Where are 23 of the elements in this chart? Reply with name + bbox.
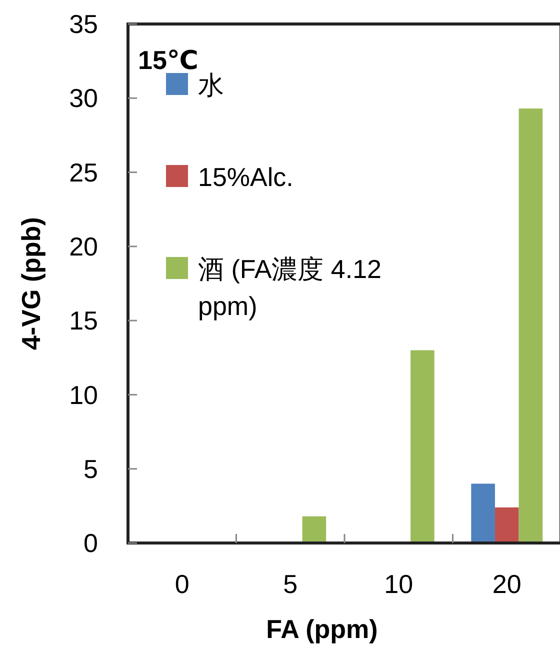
y-tick-label: 30 <box>69 83 98 114</box>
y-tick-label: 15 <box>69 306 98 336</box>
y-axis-title: 4-VG (ppb) <box>16 217 46 350</box>
y-tick-label: 10 <box>69 380 98 410</box>
legend-label: 15%Alc. <box>198 162 294 192</box>
bar <box>494 507 519 543</box>
x-tick-label: 0 <box>174 569 190 599</box>
y-tick-label: 35 <box>69 9 98 40</box>
bar <box>302 516 326 543</box>
x-tick-label: 10 <box>384 569 414 599</box>
y-tick-label: 20 <box>69 232 98 262</box>
x-tick-label: 20 <box>492 569 522 599</box>
x-axis-title: FA (ppm) <box>266 614 378 644</box>
bar <box>471 484 495 543</box>
y-tick-label: 25 <box>69 157 98 188</box>
y-tick-label: 5 <box>84 454 98 484</box>
bar <box>410 350 434 543</box>
legend-title: 15℃ <box>138 45 198 75</box>
y-tick-label: 0 <box>84 528 98 558</box>
legend-label: 水 <box>198 70 224 100</box>
bar <box>518 108 543 543</box>
legend-label: 酒 (FA濃度 4.12 ppm) <box>198 254 382 321</box>
x-tick-label: 5 <box>283 569 298 599</box>
